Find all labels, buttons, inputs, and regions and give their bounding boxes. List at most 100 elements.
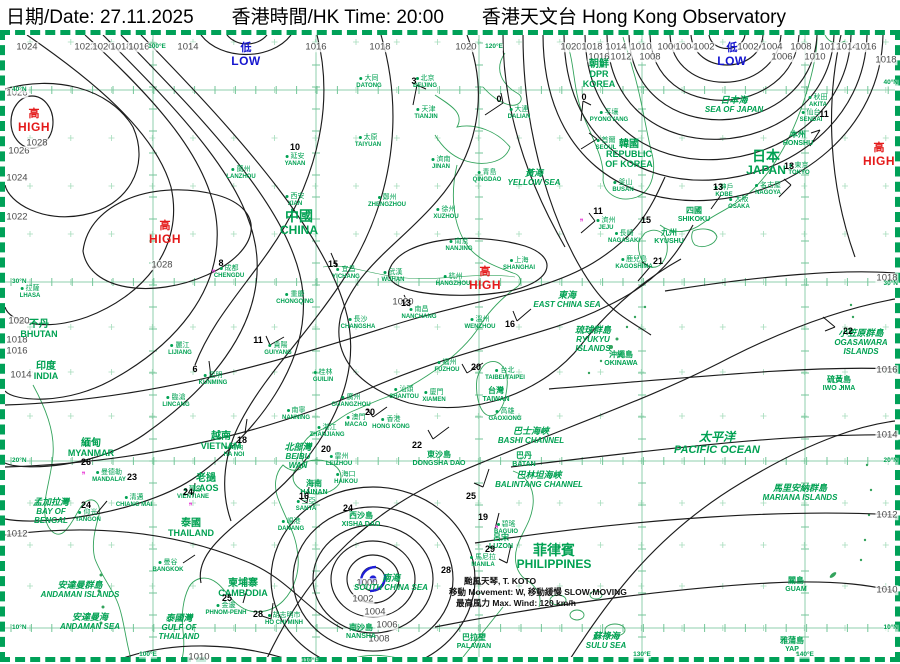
isobar-label: 1014 xyxy=(604,41,628,53)
isobar-label: 1016 xyxy=(304,41,328,53)
place-name-en: OSAKA xyxy=(728,203,750,210)
place-label: 泰國 THAILAND xyxy=(168,518,214,539)
city-dot xyxy=(409,307,413,311)
city-dot xyxy=(124,495,128,499)
place-name-cn: 日本 xyxy=(751,148,780,164)
place-name-cn: 南京 xyxy=(445,238,472,246)
isobar-label: 1014 xyxy=(835,41,859,53)
isobar-label: 1004 xyxy=(363,606,387,618)
place-name-cn: 北京 xyxy=(413,75,437,83)
city-dot xyxy=(336,267,340,271)
place-name-en: BENGAL xyxy=(34,515,68,525)
place-name-en: THAILAND xyxy=(168,528,214,538)
place-name-en: XISHA DAO xyxy=(341,520,381,528)
place-name-en: BALINTANG CHANNEL xyxy=(495,479,583,489)
place-name-en: TAIYUAN xyxy=(354,141,382,148)
station-value: 0 xyxy=(496,94,502,104)
place-name-cn: 麗江 xyxy=(168,342,192,350)
isobar-label: 1012 xyxy=(609,51,633,63)
place-name-en: NANCHANG xyxy=(401,313,437,320)
grid-label: 130°E xyxy=(633,650,651,659)
pressure-center-high: 高 HIGH xyxy=(18,108,50,133)
place-name-cn: 朝鮮 xyxy=(588,59,609,70)
place-label: 日本海 SEA OF JAPAN xyxy=(705,95,763,115)
city-dot xyxy=(449,239,453,243)
place-label: 蘭州 LANZHOU xyxy=(226,166,255,180)
place-name-cn: 老撾 xyxy=(195,473,216,484)
city-dot xyxy=(341,395,345,399)
place-name-cn: 杭州 xyxy=(436,273,471,281)
city-dot xyxy=(281,519,285,523)
place-label: 鹿兒島 KAGOSHIMA xyxy=(615,256,652,270)
city-dot xyxy=(613,180,617,184)
isobar-label: 1016 xyxy=(854,41,878,53)
place-name-en: WAN xyxy=(288,460,308,470)
grid-label: 100°E xyxy=(148,42,166,51)
place-name-en: BEIBU xyxy=(285,451,311,461)
city-dot xyxy=(219,266,223,270)
station-value: 11 xyxy=(593,206,603,216)
place-name-en: SULU SEA xyxy=(585,640,627,650)
place-name-cn: 拉薩 xyxy=(20,285,41,293)
place-name-cn: 韓國 xyxy=(618,139,639,150)
place-label: 西沙島 XISHA DAO xyxy=(341,511,381,528)
place-name-cn: 琉球群島 xyxy=(574,325,612,335)
place-name-cn: 廣州 xyxy=(331,394,370,402)
place-name-en: ANDAMAN ISLANDS xyxy=(40,589,120,599)
pressure-center-en: HIGH xyxy=(469,277,501,292)
place-name-cn: 桂林 xyxy=(313,369,333,377)
place-label: 高雄 GAOXIONG xyxy=(488,408,521,422)
station-value: 20 xyxy=(364,407,376,417)
place-label: 西安 XIAN xyxy=(285,193,305,207)
isobar-label: 1018 xyxy=(5,334,29,346)
place-name-en: BATAN xyxy=(512,460,536,468)
place-name-cn: 三亞 xyxy=(296,498,316,506)
grid-label: 40°N xyxy=(12,85,27,94)
place-name-en: DATONG xyxy=(356,82,382,89)
place-label: 溫州 WENZHOU xyxy=(465,316,496,330)
place-name-en: YANAN xyxy=(284,160,306,167)
place-name-en: XUZHOU xyxy=(433,213,459,220)
place-label: 汕頭 SHANTOU xyxy=(389,386,419,400)
place-label: 大同 DATONG xyxy=(356,75,381,89)
place-name-en: VIENTIANE xyxy=(176,493,210,500)
place-name-cn: 仙台 xyxy=(800,109,823,117)
isobar-label: 1004 xyxy=(760,41,784,53)
city-dot xyxy=(286,408,290,412)
place-label: 北部灣 BEIBU WAN xyxy=(284,442,311,470)
grid-label: 30°N xyxy=(12,277,27,286)
label-layer: 拉薩 LHASA 成都 CHENGDU 重慶 CHONGQING 蘭州 LANZHOU 西安 XI… xyxy=(5,35,899,664)
city-dot xyxy=(755,183,758,187)
isobar-label: 1022 xyxy=(73,41,97,53)
place-label: 東京 TOKYO xyxy=(788,162,809,176)
place-label: 小笠原群島 OGASAWARA ISLANDS xyxy=(834,328,888,356)
place-name-cn: 南昌 xyxy=(402,306,437,314)
isobar-label: 1020 xyxy=(91,41,115,53)
station-value: 21 xyxy=(652,256,664,266)
place-name-cn: 太原 xyxy=(355,134,381,142)
city-dot xyxy=(714,185,718,189)
place-label: 菲律賓 PHILIPPINES xyxy=(517,542,592,572)
place-name-en: SEOUL xyxy=(595,144,617,151)
city-dot xyxy=(336,472,340,476)
place-name-en: JEJU xyxy=(598,224,614,231)
isobar-label: 1024 xyxy=(15,41,39,53)
place-name-en: TAIWAN xyxy=(482,395,510,403)
place-label: 南寧 NANNING xyxy=(282,407,310,421)
station-value: 11 xyxy=(253,335,263,345)
city-dot xyxy=(383,270,387,274)
place-name-cn: 汕頭 xyxy=(389,386,419,394)
place-name-en: CAMBODIA xyxy=(218,588,268,598)
place-name-cn: 關島 xyxy=(787,576,804,585)
typhoon-temp: 28 xyxy=(440,565,452,575)
place-name-en: SANYA xyxy=(295,505,317,512)
place-name-cn: 馬里安納群島 xyxy=(772,483,827,493)
place-name-en: BASHI CHANNEL xyxy=(497,435,565,445)
place-name-en: OGASAWARA xyxy=(834,337,888,347)
isobar-label: 1020 xyxy=(454,41,478,53)
station-value: 20 xyxy=(470,362,482,372)
grid-label: 40°N xyxy=(883,78,898,87)
place-name-cn: 東沙島 xyxy=(427,450,451,459)
place-name-cn: 濟南 xyxy=(431,156,451,164)
city-dot xyxy=(621,257,624,261)
